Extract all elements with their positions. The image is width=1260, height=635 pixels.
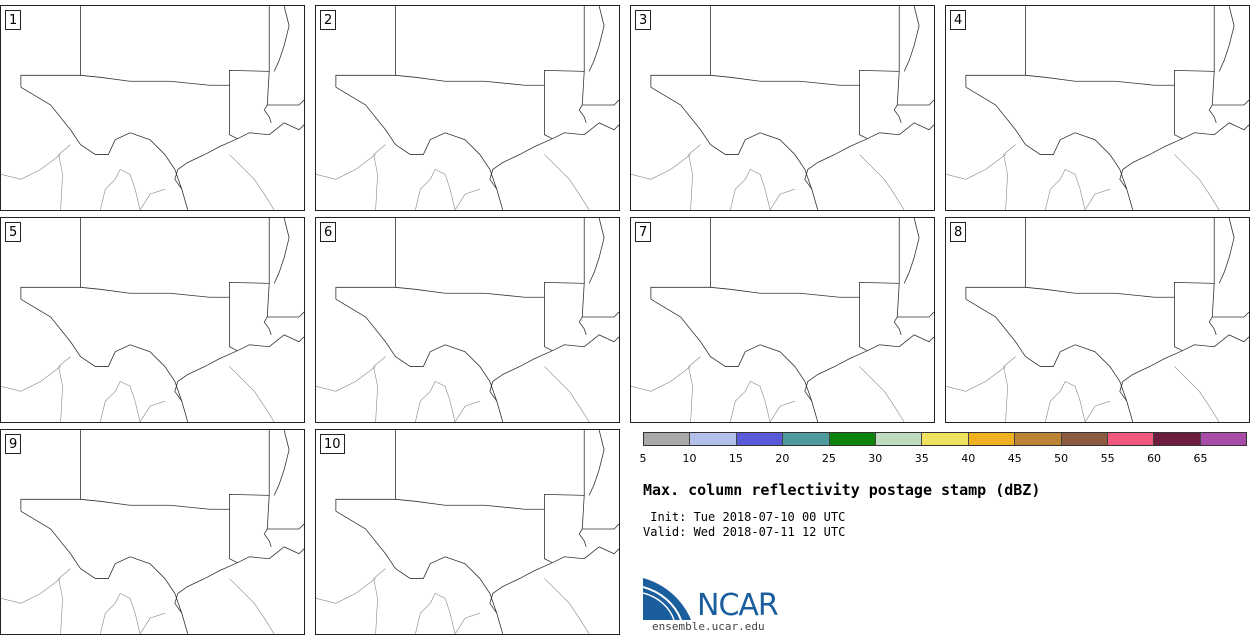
colorbar-tick-label: 55 (1100, 452, 1115, 465)
colorbar-tick-label: 45 (1007, 452, 1022, 465)
member-number-label: 9 (5, 434, 22, 454)
map-panel: 6 (315, 217, 620, 423)
map-panel: 8 (945, 217, 1250, 423)
colorbar-segment (1061, 433, 1108, 445)
colorbar-segment (1200, 433, 1247, 445)
colorbar-tick-label: 50 (1054, 452, 1069, 465)
colorbar-tick-label: 20 (775, 452, 790, 465)
colorbar-tick-label: 10 (682, 452, 697, 465)
reflectivity-colorbar (643, 432, 1247, 446)
colorbar-segment (644, 433, 691, 445)
colorbar-segment (690, 433, 737, 445)
colorbar-segment (1107, 433, 1155, 445)
colorbar-segment (875, 433, 923, 445)
map-panel: 3 (630, 5, 935, 211)
valid-time: Valid: Wed 2018-07-11 12 UTC (643, 525, 846, 539)
member-number-label: 1 (5, 10, 22, 30)
init-time: Init: Tue 2018-07-10 00 UTC (643, 510, 846, 524)
ncar-logo-text: NCAR (697, 588, 779, 623)
map-panel: 4 (945, 5, 1250, 211)
map-panel: 1 (0, 5, 305, 211)
colorbar-segment (968, 433, 1016, 445)
colorbar-tick-label: 35 (914, 452, 929, 465)
colorbar-segment (1154, 433, 1201, 445)
colorbar-tick-label: 60 (1147, 452, 1162, 465)
colorbar-segment (1015, 433, 1062, 445)
map-panel: 9 (0, 429, 305, 635)
colorbar-segment (736, 433, 784, 445)
colorbar-tick-label: 30 (868, 452, 883, 465)
member-number-label: 4 (950, 10, 967, 30)
colorbar-segment (783, 433, 830, 445)
member-number-label: 8 (950, 222, 967, 242)
colorbar-tick-label: 40 (961, 452, 976, 465)
member-number-label: 7 (635, 222, 652, 242)
map-panel: 5 (0, 217, 305, 423)
colorbar-tick-label: 5 (639, 452, 647, 465)
member-number-label: 10 (320, 434, 345, 454)
plot-title: Max. column reflectivity postage stamp (… (643, 481, 1041, 499)
map-panel: 2 (315, 5, 620, 211)
colorbar-segment (829, 433, 876, 445)
member-number-label: 6 (320, 222, 337, 242)
map-panel: 7 (630, 217, 935, 423)
ncar-logo-icon (642, 578, 698, 624)
colorbar-segment (922, 433, 969, 445)
map-panel: 10 (315, 429, 620, 635)
colorbar-tick-label: 25 (821, 452, 836, 465)
colorbar-tick-label: 15 (728, 452, 743, 465)
ensemble-url: ensemble.ucar.edu (652, 620, 765, 633)
member-number-label: 3 (635, 10, 652, 30)
member-number-label: 5 (5, 222, 22, 242)
member-number-label: 2 (320, 10, 337, 30)
colorbar-tick-label: 65 (1193, 452, 1208, 465)
